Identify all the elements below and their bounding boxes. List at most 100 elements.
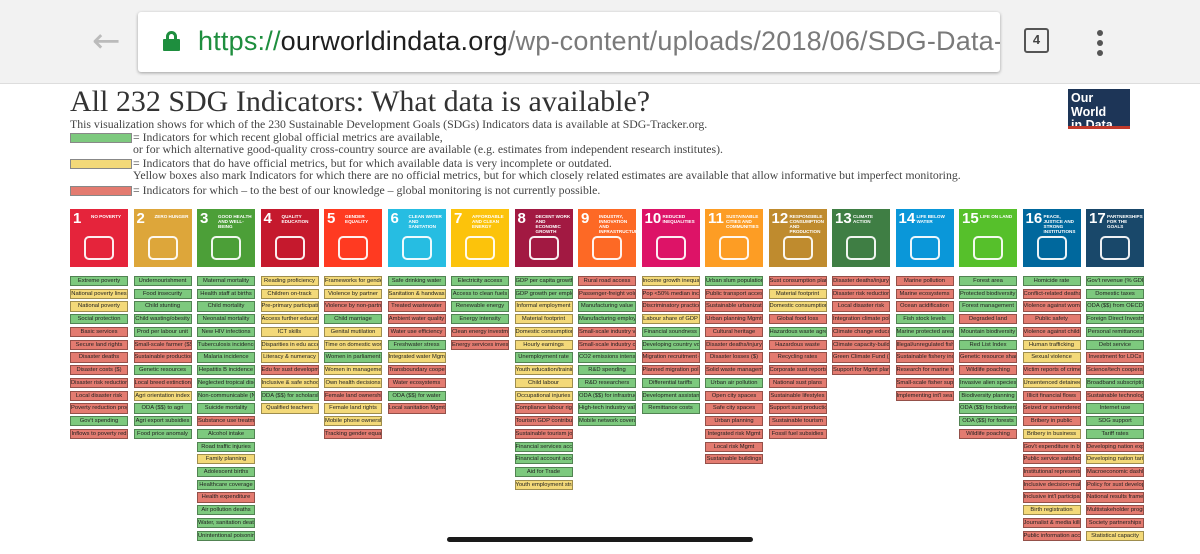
indicator-cell: Health expenditure bbox=[197, 492, 255, 503]
indicator-cell: Maternal mortality bbox=[197, 276, 255, 287]
indicator-cell: Public safety bbox=[1022, 314, 1081, 325]
indicator-cell: Sustainable production bbox=[133, 352, 192, 363]
indicator-cell: Children on-track bbox=[260, 288, 319, 299]
url-text[interactable]: https://ourworldindata.org/wp-content/up… bbox=[198, 26, 1000, 57]
goal-tile-5: 5 Gender Equality bbox=[324, 209, 382, 267]
indicator-cell: Alcohol intake bbox=[197, 428, 255, 439]
indicator-cell: Genetic resource sharing bbox=[959, 352, 1017, 363]
indicator-cell: Pre-primary participation bbox=[260, 301, 319, 312]
indicator-cell: Fish stock levels bbox=[895, 314, 954, 325]
indicator-cell: Conflict-related deaths bbox=[1022, 288, 1081, 299]
goal-title: Industry, Innovation and Infrastructure bbox=[599, 214, 642, 234]
indicator-cell: Basic services bbox=[70, 326, 128, 338]
goal-title: Good Health and Well-Being bbox=[218, 214, 252, 229]
indicator-cell: SDG support bbox=[1086, 416, 1144, 427]
indicator-cell: Tariff rates bbox=[1086, 428, 1144, 439]
indicator-cell: Water ecosystems bbox=[387, 377, 446, 389]
gesture-bar[interactable] bbox=[447, 537, 753, 542]
indicator-cell: Renewable energy bbox=[451, 301, 509, 312]
indicator-cell: National poverty bbox=[70, 301, 128, 312]
indicator-cell: Sustainable buildings bbox=[705, 454, 763, 465]
indicator-cell: Climate change education bbox=[832, 326, 890, 338]
legend-line: Yellow boxes also mark Indicators for wh… bbox=[133, 167, 961, 182]
indicator-cell: Tracking gender equality bbox=[324, 428, 382, 439]
goal-tile-3: 3 Good Health and Well-Being bbox=[197, 209, 255, 267]
indicator-cell: Access to clean fuels bbox=[451, 288, 509, 299]
indicator-cell: Foreign Direct Investment bbox=[1086, 314, 1144, 325]
indicator-cell: Compliance labour rights bbox=[514, 403, 573, 414]
address-bar[interactable]: https://ourworldindata.org/wp-content/up… bbox=[138, 12, 1000, 72]
indicator-cell: Disparities in edu access bbox=[260, 339, 319, 350]
fish-icon bbox=[909, 236, 940, 260]
indicator-cell: Disaster deaths/injury bbox=[832, 276, 890, 287]
indicator-cell: Bribery in public bbox=[1022, 416, 1081, 427]
indicator-cell: Health staff at births bbox=[197, 288, 255, 299]
indicator-cell: Biodiversity planning bbox=[959, 390, 1017, 401]
indicator-cell: Society partnerships bbox=[1086, 517, 1144, 529]
equals-icon bbox=[655, 236, 686, 260]
indicator-cell: Marine protected areas bbox=[895, 326, 954, 338]
indicator-cell: Gov't revenue (% GDP) bbox=[1086, 276, 1144, 287]
indicator-cell: Green Climate Fund ($) bbox=[832, 352, 890, 363]
tab-switcher-button[interactable]: 4 bbox=[1024, 28, 1049, 53]
indicator-cell: ODA ($$) for forests bbox=[959, 416, 1017, 427]
indicator-cell: Domestic consumption bbox=[768, 301, 827, 312]
back-arrow-icon[interactable]: ← bbox=[92, 21, 121, 61]
indicator-cell: Solid waste management bbox=[705, 365, 763, 376]
indicator-cell: Integration climate policies bbox=[832, 314, 890, 325]
goal-tile-15: 15 Life on Land bbox=[959, 209, 1017, 267]
indicator-cell: Women in parliament bbox=[324, 352, 382, 363]
indicator-cell: Youth education/training bbox=[514, 365, 573, 376]
goal-number: 8 bbox=[517, 210, 526, 227]
indicator-cell: ICT skills bbox=[260, 326, 319, 338]
indicator-cell: Sustainable lifestyles bbox=[768, 390, 827, 401]
indicator-cell: Freshwater stress bbox=[387, 339, 446, 350]
legend-line: = Indicators for which recent global off… bbox=[133, 130, 443, 144]
indicator-cell: Access further education bbox=[260, 314, 319, 325]
indicator-cell: Transboundary cooperation bbox=[387, 365, 446, 376]
indicator-cell: Mobile phone ownership bbox=[324, 416, 382, 427]
indicator-cell: Violence by partner bbox=[324, 288, 382, 299]
indicator-cell: Disaster risk reduction bbox=[832, 288, 890, 299]
indicator-cell: Hazardous waste agreement bbox=[768, 326, 827, 338]
indicator-cell: ODA ($$) to agri bbox=[133, 403, 192, 414]
overflow-menu-icon[interactable] bbox=[1097, 30, 1103, 60]
indicator-cell: Internet use bbox=[1086, 403, 1144, 414]
indicator-cell: Healthcare coverage bbox=[197, 479, 255, 490]
indicator-cell: Safe drinking water bbox=[387, 276, 446, 287]
indicator-cell: Mountain biodiversity bbox=[959, 326, 1017, 338]
indicator-cell: Suicide mortality bbox=[197, 403, 255, 414]
goal-title: Clean Water and Sanitation bbox=[408, 214, 442, 229]
indicator-cell: ODA ($$) for scholarships bbox=[260, 390, 319, 401]
indicator-cell: Child labour bbox=[514, 377, 573, 389]
goal-number: 17 bbox=[1089, 210, 1106, 227]
goal-tile-17: 17 Partnerships for the Goals bbox=[1086, 209, 1144, 267]
gender-icon bbox=[338, 236, 368, 260]
our-world-in-data-logo[interactable]: Our World in Data bbox=[1068, 89, 1130, 132]
indicator-cell: Child wasting/obesity bbox=[133, 314, 192, 325]
indicator-cell: Multistakeholder progress bbox=[1086, 505, 1144, 516]
indicator-cell: Electricity access bbox=[451, 276, 509, 287]
family-icon bbox=[84, 236, 114, 260]
indicator-cell: Sexual violence bbox=[1022, 352, 1081, 363]
indicator-cell: Hazardous waste bbox=[768, 339, 827, 350]
indicator-cell: Homicide rate bbox=[1022, 276, 1081, 287]
indicator-cell: Non-communicable (NCD) bbox=[197, 390, 255, 401]
browser-toolbar: ← https://ourworldindata.org/wp-content/… bbox=[0, 0, 1200, 84]
indicator-cell: Marine ecosystems bbox=[895, 288, 954, 299]
indicator-cell: Informal employment bbox=[514, 301, 573, 312]
indicator-cell: Literacy & numeracy bbox=[260, 352, 319, 363]
goal-number: 3 bbox=[200, 210, 209, 227]
indicator-cell: Occupational injuries bbox=[514, 390, 573, 401]
goal-3-indicators: Maternal mortality Health staff at births… bbox=[197, 276, 255, 543]
indicator-cell: Neonatal mortality bbox=[197, 314, 255, 325]
indicator-cell: Public information access bbox=[1022, 530, 1081, 541]
indicator-cell: Reading proficiency bbox=[260, 276, 319, 287]
indicator-cell: Differential tariffs bbox=[641, 377, 700, 389]
goal-tile-9: 9 Industry, Innovation and Infrastructure bbox=[578, 209, 642, 267]
dove-icon bbox=[1036, 236, 1067, 260]
indicator-cell: Degraded land bbox=[959, 314, 1017, 325]
indicator-cell: Local sanitation Mgmt bbox=[387, 403, 446, 414]
indicator-cell: Food price anomaly bbox=[133, 428, 192, 439]
